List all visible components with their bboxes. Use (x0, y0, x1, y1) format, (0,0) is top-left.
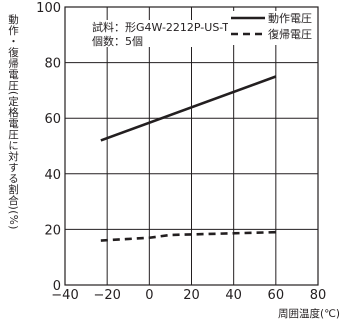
x-tick-label-2: 0 (145, 288, 153, 303)
x-tick-label-3: 20 (183, 288, 200, 303)
annotation-box (89, 20, 209, 47)
grid (65, 7, 318, 285)
y-tick-label-0: 0 (53, 279, 61, 294)
x-tick-label-0: −40 (51, 288, 78, 303)
legend-label-operate: 動作電圧 (268, 11, 312, 25)
x-tick-label-5: 60 (268, 288, 285, 303)
legend-box (228, 11, 316, 45)
annotation-sample: 試料：形G4W-2212P-US-TV5 (92, 20, 244, 34)
y-tick-label-2: 40 (44, 168, 61, 183)
tick-labels: −40 −20 0 20 40 60 80 0 20 40 60 80 100 (36, 1, 326, 303)
x-tick-label-1: −20 (93, 288, 120, 303)
series-line-release-voltage (100, 230, 276, 242)
series-lines (100, 75, 277, 242)
y-tick-label-1: 20 (44, 223, 61, 238)
x-axis-label: 周囲温度(℃) (278, 307, 340, 320)
y-axis-label: 動作・復帰電圧(定格電圧に対する割合)(%) (7, 13, 19, 230)
y-tick-label-4: 80 (44, 57, 61, 72)
series-line-operate-voltage (100, 75, 277, 142)
legend-label-release: 復帰電圧 (268, 28, 312, 41)
legend: 動作電圧 復帰電圧 (228, 11, 316, 45)
y-tick-label-5: 100 (36, 1, 61, 16)
x-tick-label-6: 80 (310, 288, 327, 303)
y-tick-label-3: 60 (44, 112, 61, 127)
annotation-count: 個数：5個 (92, 35, 143, 48)
x-tick-label-4: 40 (225, 288, 242, 303)
